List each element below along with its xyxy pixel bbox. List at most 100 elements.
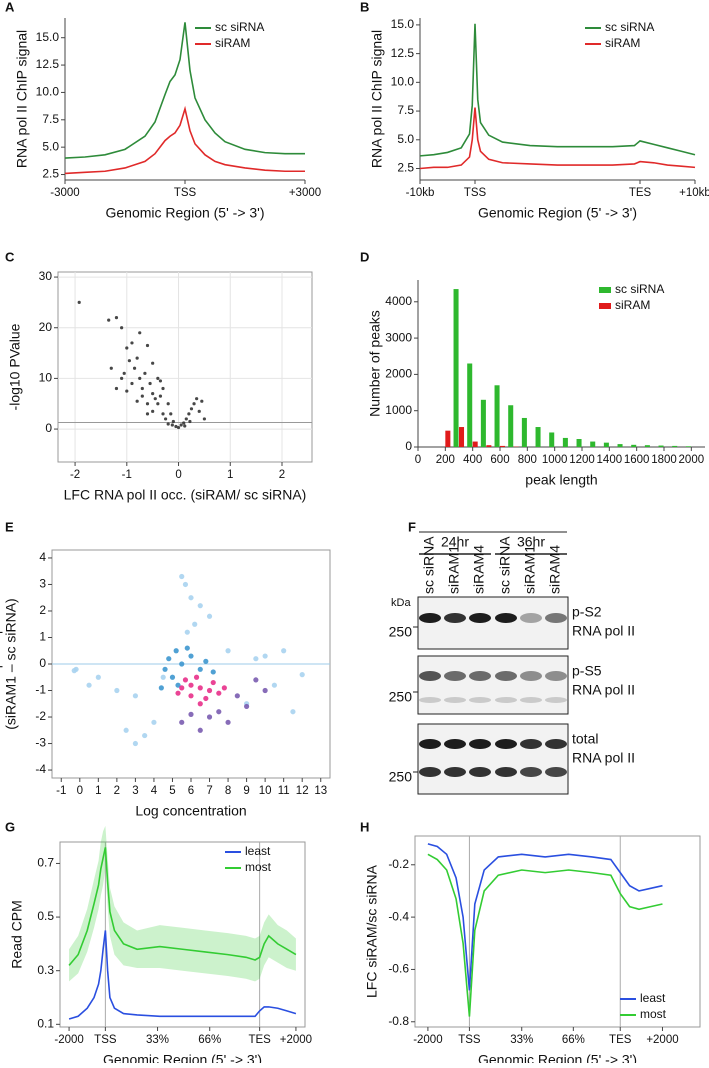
point <box>156 402 159 405</box>
x-tick-label: -2000 <box>54 1034 83 1046</box>
point <box>125 389 128 392</box>
x-axis-label: Genomic Region (5' -> 3') <box>103 1052 262 1063</box>
point <box>164 417 167 420</box>
x-tick-label: 12 <box>296 785 309 797</box>
point <box>175 691 180 696</box>
point <box>138 377 141 380</box>
y-tick-label: 1 <box>39 630 46 644</box>
x-tick-label: 8 <box>225 785 231 797</box>
bar <box>618 444 623 447</box>
point <box>148 382 151 385</box>
bar <box>631 445 636 447</box>
point <box>207 714 212 719</box>
x-tick-label: 200 <box>436 454 455 466</box>
x-tick-label: 7 <box>206 785 212 797</box>
point <box>138 331 141 334</box>
blot-band <box>495 671 517 681</box>
point <box>185 417 188 420</box>
y-tick-label: 1000 <box>385 403 412 417</box>
blot-band <box>469 767 491 777</box>
y-tick-label: 10.0 <box>391 75 415 89</box>
lane-label: sc siRNA <box>421 536 437 594</box>
x-tick-label: -1 <box>122 469 132 481</box>
x-tick-label: -2 <box>70 469 80 481</box>
point <box>235 693 240 698</box>
blot-band <box>419 767 441 777</box>
bar <box>590 442 595 447</box>
y-axis-label: (siRAM1 – sc siRNA) <box>3 598 19 729</box>
x-tick-label: 1400 <box>597 454 623 466</box>
blot-band <box>444 697 466 703</box>
point <box>114 688 119 693</box>
x-axis-label: peak length <box>525 472 597 488</box>
bar <box>536 427 541 447</box>
blot-band <box>469 739 491 749</box>
x-tick-label: 9 <box>243 785 249 797</box>
y-tick-label: 0 <box>39 656 46 670</box>
blot-name: p-S5 <box>572 663 602 679</box>
blot-band <box>444 767 466 777</box>
x-tick-label: TSS <box>458 1034 481 1046</box>
y-tick-label: 12.5 <box>36 57 60 71</box>
series-line <box>420 108 695 169</box>
point <box>169 412 172 415</box>
y-tick-label: -0.4 <box>388 909 409 923</box>
point <box>174 425 177 428</box>
blot-band <box>469 613 491 623</box>
bar <box>522 418 527 447</box>
blot-band <box>469 671 491 681</box>
x-axis-label: LFC RNA pol II occ. (siRAM/ sc siRNA) <box>64 487 307 503</box>
point <box>185 645 190 650</box>
point <box>179 685 184 690</box>
point <box>130 341 133 344</box>
x-axis-label: Log concentration <box>135 803 246 819</box>
x-tick-label: 1 <box>95 785 101 797</box>
point <box>207 688 212 693</box>
blot-band <box>419 697 441 703</box>
x-tick-label: -1 <box>56 785 66 797</box>
y-tick-label: 0 <box>405 439 412 453</box>
y-axis-label: LFC siRAM/sc siRNA <box>364 864 380 998</box>
legend-label: most <box>245 860 272 874</box>
point <box>125 346 128 349</box>
bar <box>459 427 464 447</box>
point <box>300 672 305 677</box>
y-tick-label: 10.0 <box>36 85 60 99</box>
y-tick-label: 5.0 <box>397 132 414 146</box>
marker-label: 250 <box>389 769 413 785</box>
x-tick-label: 600 <box>490 454 509 466</box>
point <box>185 630 190 635</box>
y-tick-label: 3 <box>39 577 46 591</box>
x-tick-label: 33% <box>510 1034 533 1046</box>
panel-label: A <box>5 0 15 14</box>
y-tick-label: 12.5 <box>391 46 415 60</box>
bar <box>473 442 478 447</box>
point <box>143 372 146 375</box>
point <box>151 410 154 413</box>
blot-name: RNA pol II <box>572 682 635 698</box>
point <box>159 685 164 690</box>
x-tick-label: 2 <box>114 785 120 797</box>
x-tick-label: +3000 <box>289 187 321 199</box>
y-tick-label: 0.7 <box>37 856 54 870</box>
panel-label: B <box>360 0 369 14</box>
x-tick-label: 5 <box>169 785 175 797</box>
y-tick-label: 20 <box>39 320 53 334</box>
x-tick-label: +2000 <box>646 1034 678 1046</box>
lane-label: sc siRNA <box>497 536 513 594</box>
x-tick-label: 2000 <box>679 454 705 466</box>
blot-band <box>444 739 466 749</box>
y-tick-label: 0.1 <box>37 1016 54 1030</box>
legend-label: siRAM <box>615 298 650 312</box>
point <box>171 423 174 426</box>
point <box>222 685 227 690</box>
point <box>133 741 138 746</box>
x-tick-label: 33% <box>146 1034 169 1046</box>
point <box>141 395 144 398</box>
point <box>146 402 149 405</box>
x-tick-label: +2000 <box>280 1034 312 1046</box>
x-tick-label: TES <box>629 187 652 199</box>
blot-frame <box>418 597 568 649</box>
point <box>190 407 193 410</box>
blot-band <box>520 613 542 623</box>
